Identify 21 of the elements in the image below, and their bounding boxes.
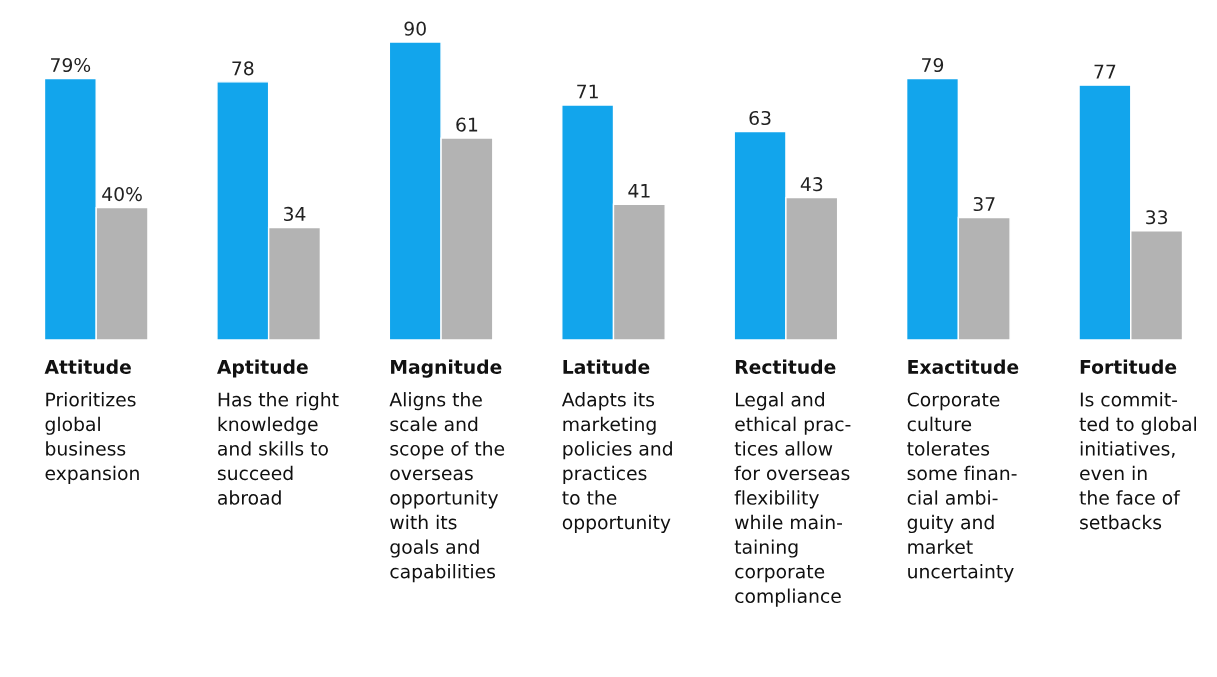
data-label: 37 — [973, 196, 995, 212]
category-label: Rectitude Legal and ethical prac- tices allow for overseas flexibility while main- taining corporate compliance — [734, 359, 851, 607]
data-label: 61 — [456, 117, 478, 132]
data-label: 71 — [577, 84, 598, 99]
category-label: Magnitude Aligns the scale and scope of the overseas opportunity with its goals and capabilities — [389, 359, 505, 583]
data-label: 79 — [922, 57, 944, 73]
data-label: 78 — [232, 61, 254, 76]
data-label: 40% — [102, 187, 142, 202]
data-label: 33 — [1146, 210, 1168, 225]
data-label: 34 — [284, 206, 306, 222]
data-label: 43 — [800, 177, 823, 192]
data-label: 41 — [628, 183, 650, 198]
data-label: 90 — [404, 21, 426, 36]
data-label: 63 — [749, 110, 771, 126]
x-tick-label: Attitude Prioritizes global business expansion — [44, 359, 139, 484]
data-label: 79% — [51, 57, 91, 73]
data-label: 77 — [1094, 64, 1116, 79]
x-tick-label: Fortitude Is commit- ted to global initiatives, even in the face of setbacks — [1079, 359, 1197, 530]
x-tick-label: Latitude Adapts its marketing policies and practices to the opportunity — [561, 359, 672, 534]
category-label: Exactitude Corporate culture tolerates some finan- cial ambi- guity and market uncertainty — [907, 359, 1019, 583]
x-tick-label: Aptitude Has the right knowledge and skills to succeed abroad — [217, 359, 339, 505]
